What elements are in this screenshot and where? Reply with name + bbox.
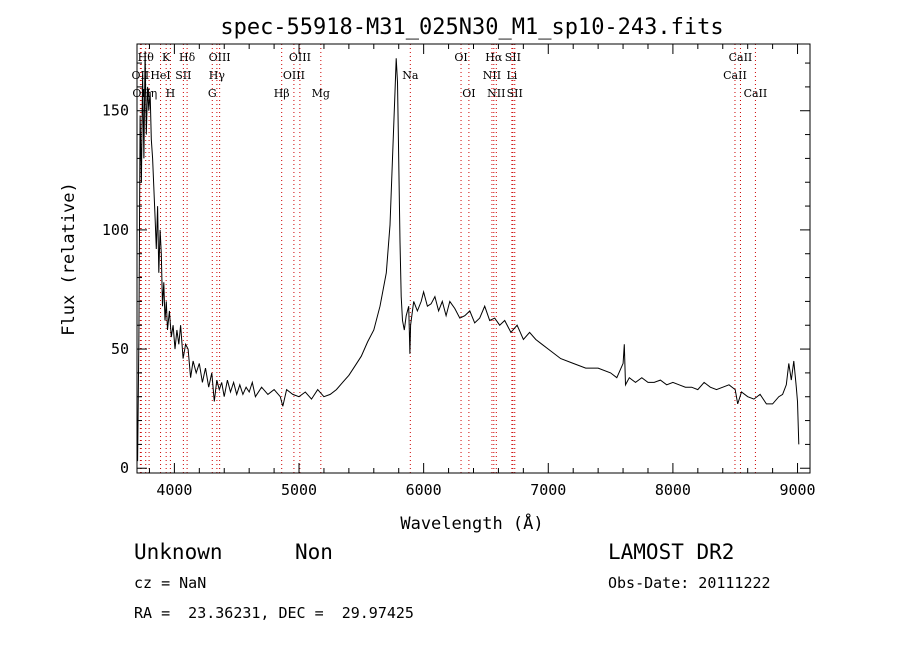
- line-label-18: OI: [462, 87, 475, 100]
- line-label-0: OII: [132, 69, 150, 82]
- line-label-19: NII: [483, 69, 501, 82]
- line-label-25: CaII: [723, 69, 747, 82]
- line-label-26: CaII: [729, 51, 753, 64]
- y-axis-label: Flux (relative): [59, 182, 79, 336]
- line-label-15: Mg: [312, 87, 330, 100]
- x-tick-label: 5000: [281, 481, 317, 499]
- chart-title: spec-55918-M31_025N30_M1_sp10-243.fits: [220, 15, 723, 40]
- object-subclass: Non: [295, 540, 333, 564]
- line-label-27: CaII: [744, 87, 768, 100]
- line-label-22: Li: [506, 69, 517, 82]
- y-tick-label: 150: [102, 102, 129, 120]
- line-label-12: Hβ: [274, 87, 290, 100]
- line-label-8: Hδ: [179, 51, 196, 64]
- line-label-24: SII: [507, 87, 523, 100]
- line-label-17: OI: [454, 51, 467, 64]
- line-label-16: Na: [402, 69, 419, 82]
- x-axis-ticks: 4000 5000 6000 7000 8000 9000: [148, 44, 816, 499]
- x-tick-label: 7000: [530, 481, 566, 499]
- line-label-5: K: [162, 51, 171, 64]
- obs-date: Obs-Date: 20111222: [608, 574, 771, 592]
- plot-frame: [136, 43, 811, 474]
- x-tick-label: 9000: [779, 481, 815, 499]
- line-label-4: HeI: [150, 69, 170, 82]
- line-label-10: Hγ: [209, 69, 226, 82]
- redshift-cz: cz = NaN: [134, 574, 207, 592]
- survey-name: LAMOST DR2: [608, 540, 735, 564]
- line-label-6: H: [166, 87, 176, 100]
- x-axis-label: Wavelength (Å): [400, 512, 543, 534]
- x-tick-label: 6000: [406, 481, 442, 499]
- spectral-line-markers: [139, 44, 756, 473]
- y-tick-label: 0: [120, 459, 129, 477]
- line-label-23: SII: [505, 51, 521, 64]
- x-tick-label: 8000: [655, 481, 691, 499]
- line-label-7: SII: [175, 69, 191, 82]
- spectral-line-labels: OIIOIIHθHηHeIKHSIIHδGHγOIIIHβOIIIOIIIMgN…: [132, 51, 768, 100]
- line-label-2: Hθ: [138, 51, 155, 64]
- y-tick-label: 100: [102, 221, 129, 239]
- y-axis-ticks: 0 50 100 150: [102, 62, 810, 477]
- line-label-9: G: [208, 87, 217, 100]
- coordinates: RA = 23.36231, DEC = 29.97425: [134, 604, 414, 622]
- object-class: Unknown: [134, 540, 223, 564]
- spectrum-line: [137, 51, 800, 462]
- y-tick-label: 50: [111, 340, 129, 358]
- line-label-20: Hα: [485, 51, 503, 64]
- line-label-21: NII: [487, 87, 505, 100]
- line-label-13: OIII: [283, 69, 305, 82]
- x-tick-label: 4000: [156, 481, 192, 499]
- line-label-14: OIII: [289, 51, 311, 64]
- line-label-11: OIII: [209, 51, 231, 64]
